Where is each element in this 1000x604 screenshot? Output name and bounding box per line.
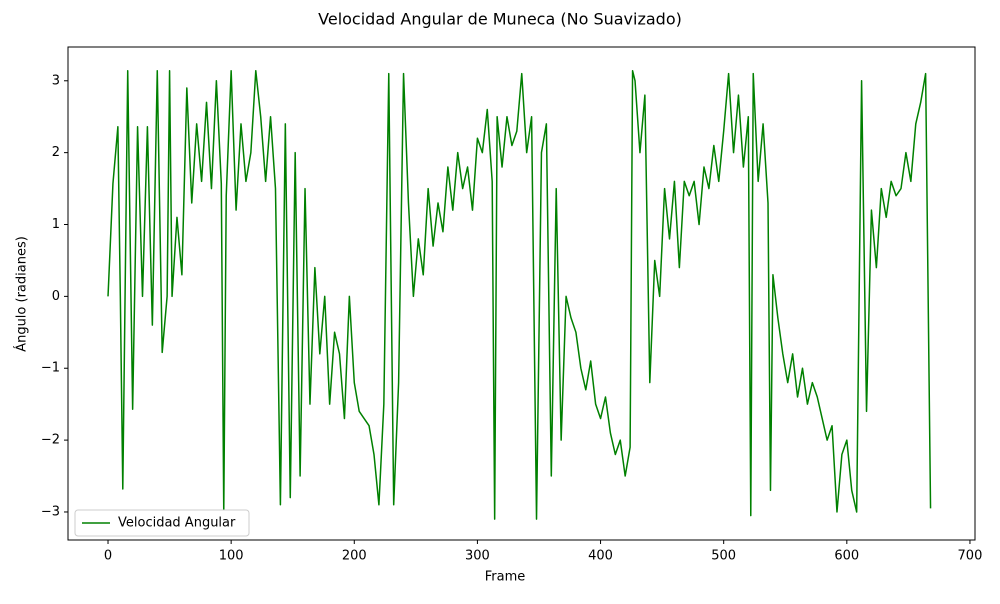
x-tick-label: 100 <box>219 549 244 564</box>
y-tick-label: −3 <box>41 504 60 519</box>
y-tick-label: −2 <box>41 433 60 448</box>
legend-label: Velocidad Angular <box>118 516 236 531</box>
data-line <box>107 69 932 520</box>
x-tick-label: 300 <box>465 549 490 564</box>
x-axis-label: Frame <box>485 570 526 585</box>
y-tick-label: 2 <box>52 145 60 160</box>
chart-title: Velocidad Angular de Muneca (No Suavizad… <box>318 10 682 29</box>
legend-box <box>74 509 250 537</box>
plot-frame <box>67 46 976 541</box>
x-tick-label: 400 <box>588 549 613 564</box>
x-tick-label: 500 <box>711 549 736 564</box>
x-tick-label: 600 <box>834 549 859 564</box>
x-tick-label: 200 <box>342 549 367 564</box>
x-tick-label: 700 <box>958 549 983 564</box>
y-tick-label: 0 <box>52 289 60 304</box>
y-tick-label: 3 <box>52 73 60 88</box>
y-tick-label: 1 <box>52 217 60 232</box>
y-axis-label: Ángulo (radianes) <box>14 236 30 352</box>
y-tick-label: −1 <box>41 361 60 376</box>
x-tick-label: 0 <box>104 549 112 564</box>
